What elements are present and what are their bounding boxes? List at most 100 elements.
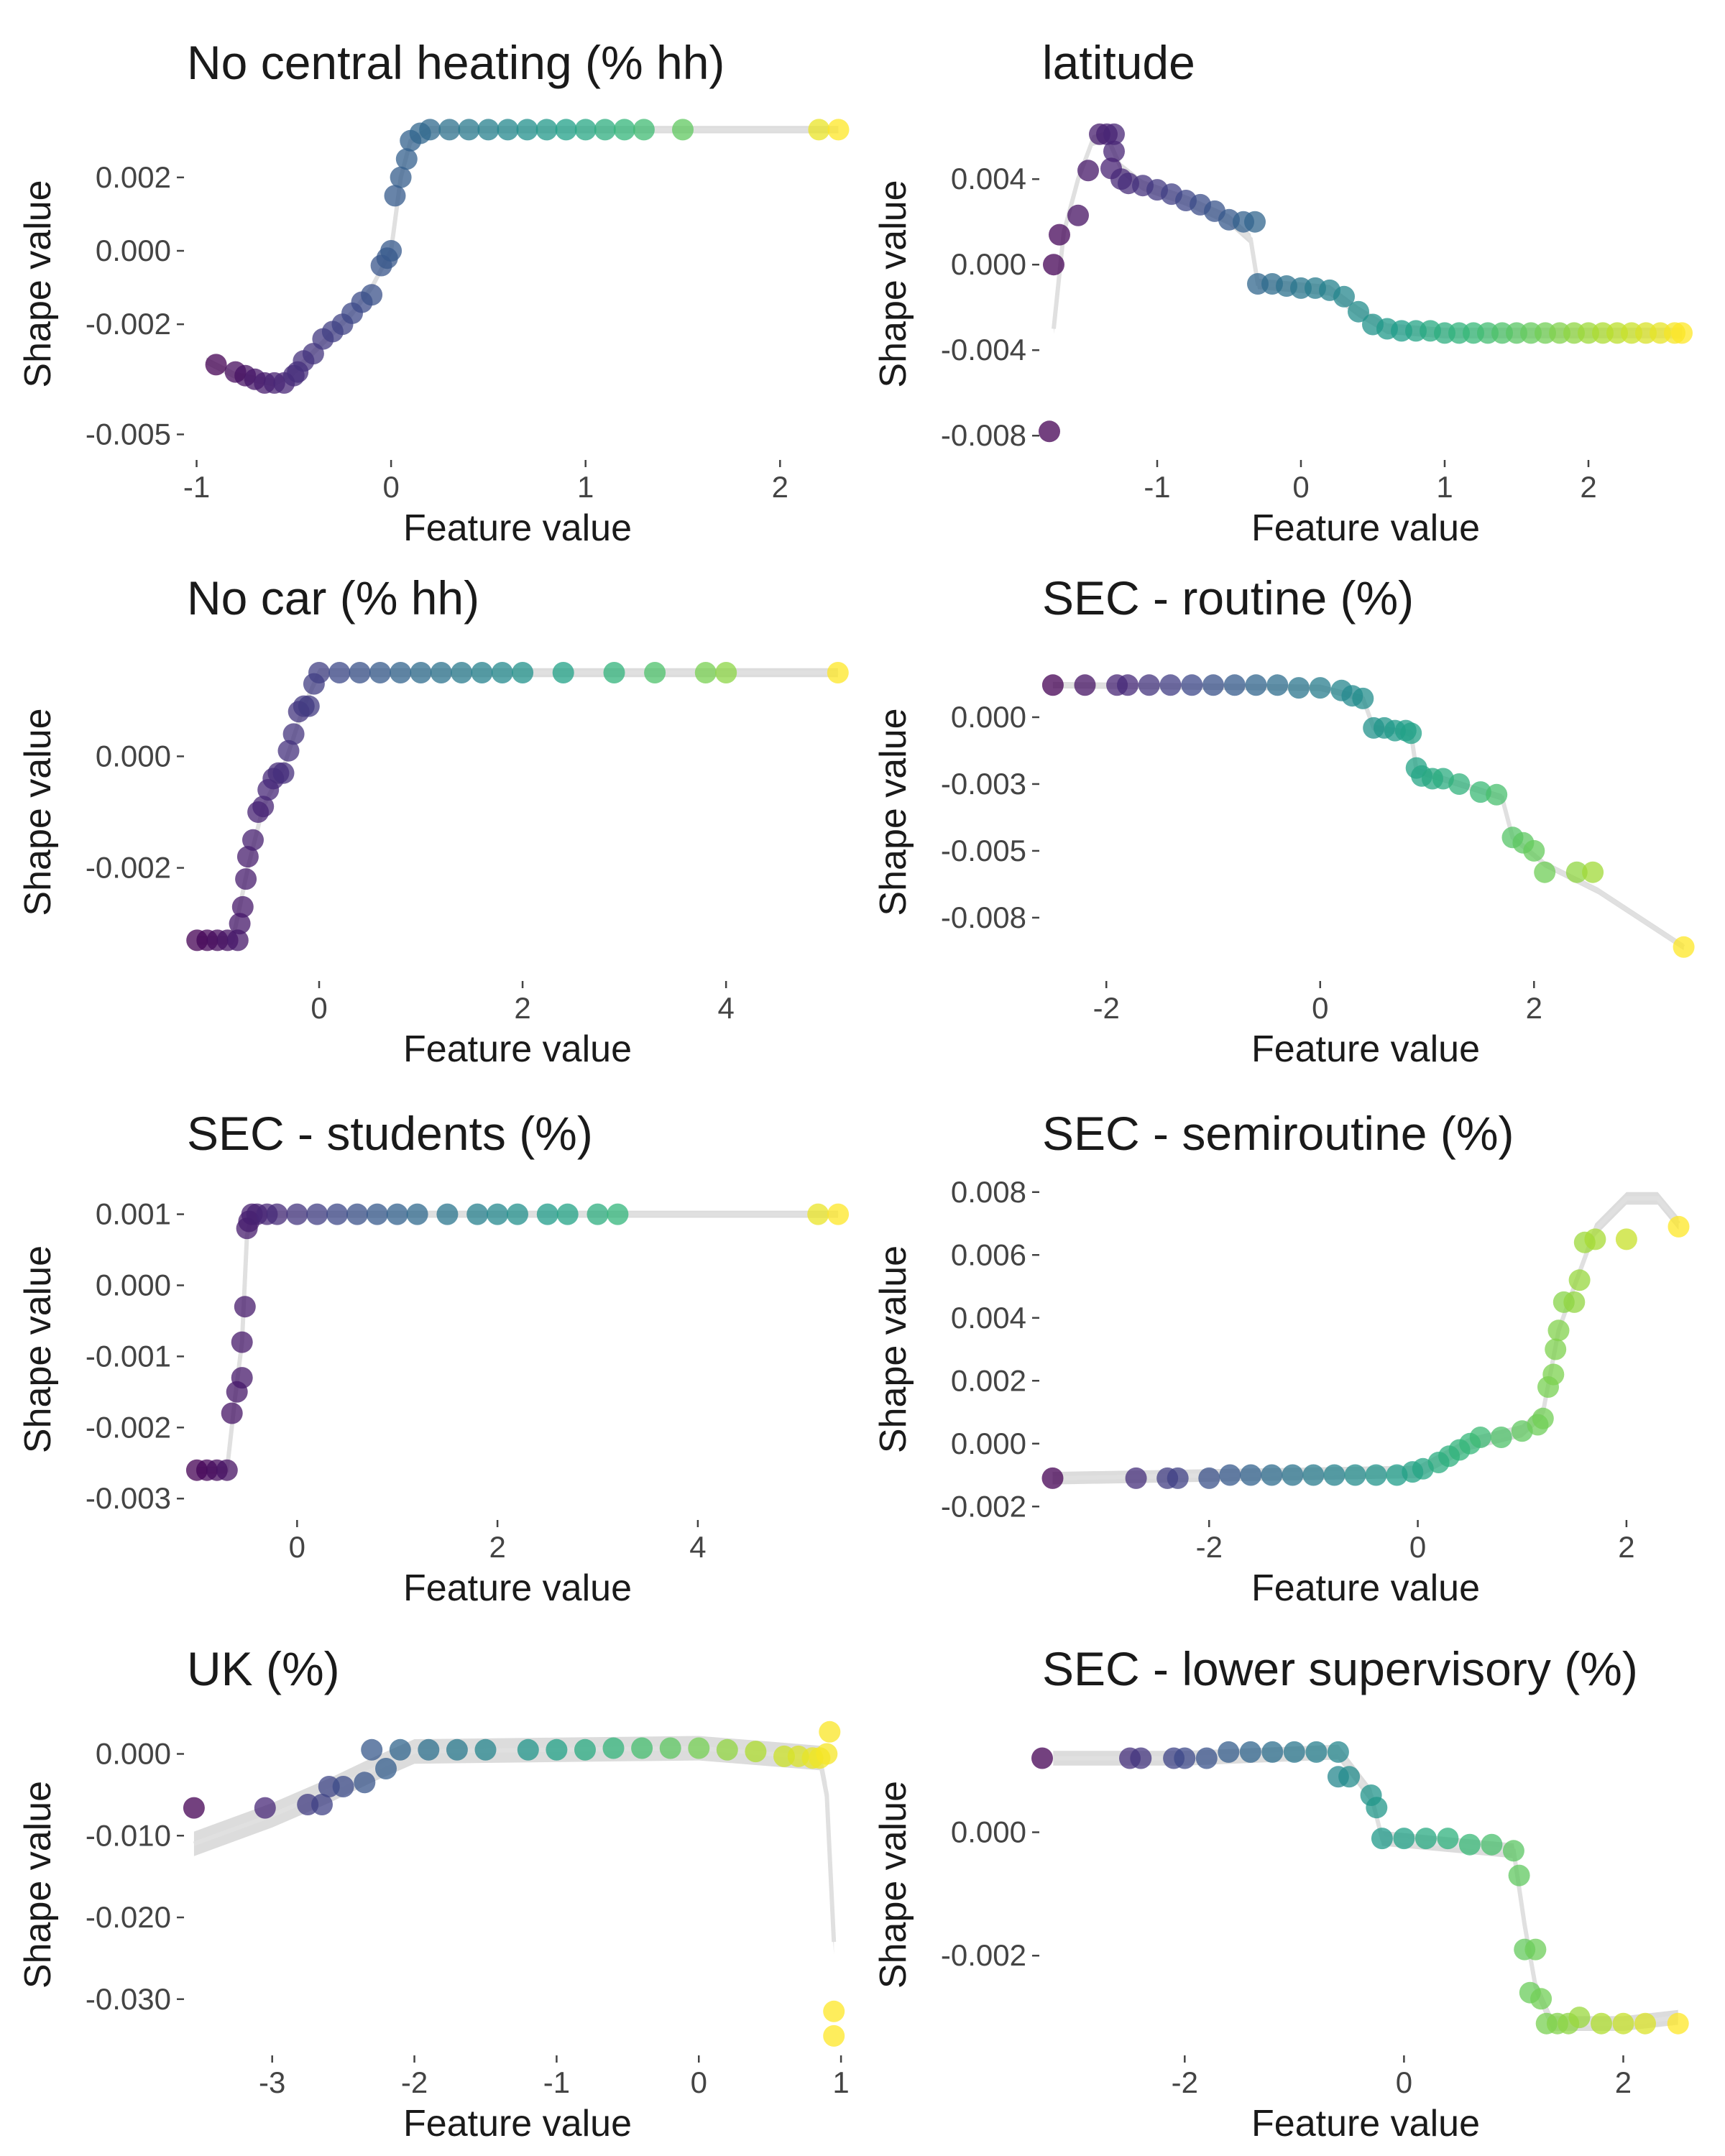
data-point bbox=[1667, 2012, 1689, 2035]
data-point bbox=[477, 119, 500, 141]
data-point bbox=[272, 762, 295, 784]
panel-6: SEC - semiroutine (%) -0.002 0.000 0.002 0.0… bbox=[873, 1107, 1690, 1609]
data-point bbox=[1365, 1464, 1387, 1486]
data-point bbox=[1458, 1833, 1481, 1856]
y-axis-title: Shape value bbox=[873, 180, 914, 387]
data-point bbox=[361, 284, 383, 306]
data-point bbox=[823, 2000, 845, 2022]
data-point bbox=[389, 1738, 411, 1761]
x-tick-label: -1 bbox=[1144, 470, 1170, 504]
x-tick-label: 2 bbox=[1526, 991, 1542, 1025]
data-point bbox=[827, 119, 850, 141]
data-point bbox=[497, 119, 519, 141]
data-point bbox=[827, 1203, 850, 1225]
data-point bbox=[1615, 1228, 1637, 1250]
data-point bbox=[1469, 1427, 1491, 1448]
data-point bbox=[1344, 1464, 1366, 1486]
data-point bbox=[1333, 285, 1355, 308]
panel-title: SEC - lower supervisory (%) bbox=[1042, 1642, 1638, 1695]
data-point bbox=[1481, 1833, 1503, 1856]
data-point bbox=[1393, 1828, 1415, 1850]
data-point bbox=[1508, 1864, 1530, 1886]
data-point bbox=[226, 929, 249, 952]
panel-5: SEC - students (%) -0.003 -0.002 -0.001 0.00… bbox=[17, 1107, 850, 1609]
data-point bbox=[326, 1203, 349, 1225]
y-tick-label: -0.003 bbox=[86, 1481, 171, 1515]
data-point bbox=[1530, 1988, 1552, 2010]
data-point bbox=[1309, 677, 1331, 699]
data-point bbox=[517, 1738, 539, 1761]
data-point bbox=[536, 1203, 558, 1225]
panel-8: SEC - lower supervisory (%) -0.002 0.000 -2… bbox=[873, 1642, 1689, 2145]
data-point bbox=[745, 1741, 767, 1763]
data-point bbox=[231, 1367, 253, 1389]
x-tick-label: 2 bbox=[489, 1530, 505, 1564]
data-point bbox=[1524, 1938, 1547, 1961]
data-point bbox=[311, 1794, 333, 1815]
data-point bbox=[361, 1738, 383, 1761]
data-point bbox=[1327, 1741, 1349, 1763]
data-point bbox=[552, 662, 574, 683]
data-point bbox=[1239, 1741, 1261, 1763]
y-tick-label: 0.000 bbox=[951, 247, 1026, 281]
data-point bbox=[1542, 1363, 1565, 1386]
data-point bbox=[236, 846, 259, 868]
data-point bbox=[1039, 420, 1060, 443]
data-point bbox=[242, 829, 264, 851]
data-point bbox=[1584, 1228, 1606, 1250]
data-point bbox=[298, 695, 320, 717]
y-tick-label: -0.030 bbox=[86, 1982, 171, 2016]
y-tick-label: 0.004 bbox=[951, 162, 1026, 195]
data-point bbox=[216, 1459, 238, 1481]
data-point bbox=[1288, 677, 1310, 699]
x-axis-title: Feature value bbox=[403, 507, 632, 549]
y-tick-label: -0.002 bbox=[86, 307, 171, 341]
y-axis-title: Shape value bbox=[17, 180, 59, 387]
x-axis-title: Feature value bbox=[403, 1567, 632, 1609]
data-point bbox=[1202, 674, 1224, 696]
data-point bbox=[688, 1737, 710, 1759]
panel-title: SEC - routine (%) bbox=[1042, 571, 1414, 625]
data-point bbox=[819, 1720, 841, 1743]
data-point bbox=[380, 240, 402, 262]
data-point bbox=[555, 119, 577, 141]
data-point bbox=[1448, 773, 1471, 795]
x-axis-title: Feature value bbox=[1251, 507, 1480, 549]
x-tick-label: -2 bbox=[1172, 2065, 1198, 2099]
data-point bbox=[286, 1203, 308, 1225]
data-point bbox=[556, 1203, 579, 1225]
data-point bbox=[277, 740, 300, 762]
data-point bbox=[1668, 1215, 1690, 1238]
data-point bbox=[229, 913, 251, 935]
y-tick-label: -0.020 bbox=[86, 1900, 171, 1934]
data-point bbox=[1568, 2007, 1591, 2029]
smooth-line bbox=[205, 127, 839, 386]
data-point bbox=[1041, 674, 1064, 696]
panel-title: UK (%) bbox=[187, 1642, 340, 1695]
data-point bbox=[1502, 1840, 1524, 1862]
data-point bbox=[1634, 2012, 1656, 2035]
data-point bbox=[395, 148, 418, 170]
data-point bbox=[386, 1203, 408, 1225]
data-point bbox=[1352, 687, 1374, 709]
data-point bbox=[1302, 1464, 1325, 1486]
x-tick-label: -3 bbox=[259, 2065, 285, 2099]
data-point bbox=[1167, 1467, 1189, 1489]
data-point bbox=[266, 1203, 288, 1225]
y-tick-label: -0.008 bbox=[941, 900, 1026, 934]
data-point bbox=[1219, 1464, 1241, 1486]
data-point bbox=[1240, 1464, 1262, 1486]
data-point bbox=[1673, 936, 1695, 958]
x-tick-label: 0 bbox=[1312, 991, 1328, 1025]
data-point bbox=[1043, 254, 1064, 276]
data-point bbox=[354, 1772, 376, 1794]
data-point bbox=[574, 119, 597, 141]
data-point bbox=[1117, 674, 1138, 696]
data-point bbox=[516, 119, 538, 141]
data-point bbox=[1074, 674, 1096, 696]
data-point bbox=[458, 119, 480, 141]
y-tick-label: 0.004 bbox=[951, 1301, 1026, 1335]
y-tick-label: 0.000 bbox=[96, 1268, 171, 1302]
data-point bbox=[446, 1738, 468, 1761]
